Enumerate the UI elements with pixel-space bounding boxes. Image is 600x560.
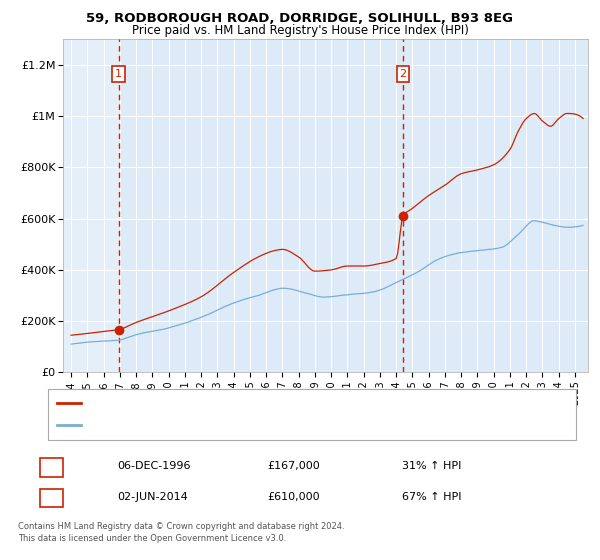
Text: HPI: Average price, detached house, Solihull: HPI: Average price, detached house, Soli… [87, 421, 304, 431]
Text: 02-JUN-2014: 02-JUN-2014 [117, 492, 188, 502]
Text: 59, RODBOROUGH ROAD, DORRIDGE, SOLIHULL, B93 8EG: 59, RODBOROUGH ROAD, DORRIDGE, SOLIHULL,… [86, 12, 514, 25]
Text: 67% ↑ HPI: 67% ↑ HPI [402, 492, 461, 502]
Text: Contains HM Land Registry data © Crown copyright and database right 2024.: Contains HM Land Registry data © Crown c… [18, 522, 344, 531]
Bar [63, 39, 119, 372]
Text: 59, RODBOROUGH ROAD, DORRIDGE, SOLIHULL, B93 8EG (detached house): 59, RODBOROUGH ROAD, DORRIDGE, SOLIHULL,… [87, 398, 461, 408]
Text: 2: 2 [47, 492, 55, 502]
Text: £610,000: £610,000 [267, 492, 320, 502]
Text: 1: 1 [47, 461, 55, 472]
Bar [63, 39, 119, 372]
Text: £167,000: £167,000 [267, 461, 320, 472]
Text: 31% ↑ HPI: 31% ↑ HPI [402, 461, 461, 472]
Text: This data is licensed under the Open Government Licence v3.0.: This data is licensed under the Open Gov… [18, 534, 286, 543]
Text: 1: 1 [115, 69, 122, 79]
Text: 2: 2 [400, 69, 407, 79]
Text: 06-DEC-1996: 06-DEC-1996 [117, 461, 191, 472]
Text: Price paid vs. HM Land Registry's House Price Index (HPI): Price paid vs. HM Land Registry's House … [131, 24, 469, 36]
